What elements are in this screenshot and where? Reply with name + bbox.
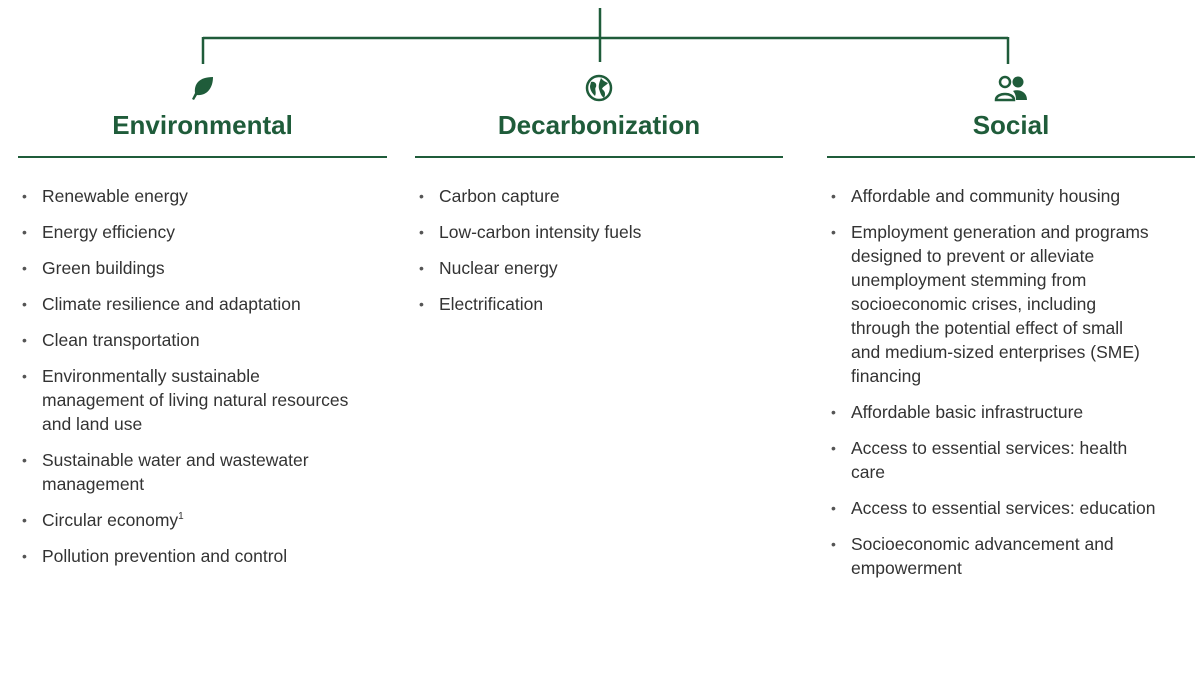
list-item: Access to essential services: education (831, 496, 1156, 520)
column: Decarbonization Carbon capture Low-carbon… (415, 74, 783, 328)
item-text: Energy efficiency (42, 222, 175, 242)
list-item: Low-carbon intensity fuels (419, 220, 759, 244)
list-item: Pollution prevention and control (22, 544, 352, 568)
item-text: Renewable energy (42, 186, 188, 206)
item-text: Affordable basic infrastructure (851, 402, 1084, 422)
divider (827, 156, 1195, 158)
item-text: Environmentally sustainable management o… (42, 366, 349, 434)
column-title: Decarbonization (497, 110, 701, 140)
list-item: Nuclear energy (419, 256, 759, 280)
item-text: Low-carbon intensity fuels (439, 222, 642, 242)
list-item: Energy efficiency (22, 220, 352, 244)
divider (415, 156, 783, 158)
item-text: Sustainable water and wastewater managem… (42, 450, 309, 494)
item-text: Employment generation and programs desig… (851, 222, 1149, 386)
list-item: Green buildings (22, 256, 352, 280)
item-text: Access to essential services: health car… (851, 438, 1128, 482)
list-item: Clean transportation (22, 328, 352, 352)
item-text: Socioeconomic advancement and empowermen… (851, 534, 1114, 578)
item-text: Carbon capture (439, 186, 560, 206)
column: Social Affordable and community housing E… (827, 74, 1195, 592)
item-text: Pollution prevention and control (42, 546, 288, 566)
item-text: Green buildings (42, 258, 165, 278)
item-text: Circular economy (42, 510, 179, 530)
item-text: Clean transportation (42, 330, 200, 350)
list-item: Sustainable water and wastewater managem… (22, 448, 352, 496)
list-item: Access to essential services: health car… (831, 436, 1156, 484)
globe-icon (585, 74, 613, 102)
item-text: Climate resilience and adaptation (42, 294, 301, 314)
column: Environmental Renewable energy Energy eff… (18, 74, 387, 580)
list-item: Electrification (419, 292, 759, 316)
leaf-icon (191, 77, 213, 100)
people-icon (994, 75, 1027, 102)
list-item: Affordable basic infrastructure (831, 400, 1156, 424)
list-item: Affordable and community housing (831, 184, 1156, 208)
tree-connector (201, 8, 1010, 64)
footnote-ref: 1 (178, 511, 184, 523)
item-text: Electrification (439, 294, 544, 314)
list-item: Renewable energy (22, 184, 352, 208)
column-title: Social (972, 110, 1050, 140)
list-item: Carbon capture (419, 184, 759, 208)
item-text: Nuclear energy (439, 258, 558, 278)
list-item: Circular economy1 (22, 508, 352, 532)
list-item: Socioeconomic advancement and empowermen… (831, 532, 1156, 580)
list-item: Climate resilience and adaptation (22, 292, 352, 316)
list-item: Environmentally sustainable management o… (22, 364, 352, 436)
divider (18, 156, 387, 158)
item-text: Affordable and community housing (851, 186, 1121, 206)
list-item: Employment generation and programs desig… (831, 220, 1156, 388)
item-text: Access to essential services: education (851, 498, 1156, 518)
column-title: Environmental (112, 110, 293, 140)
